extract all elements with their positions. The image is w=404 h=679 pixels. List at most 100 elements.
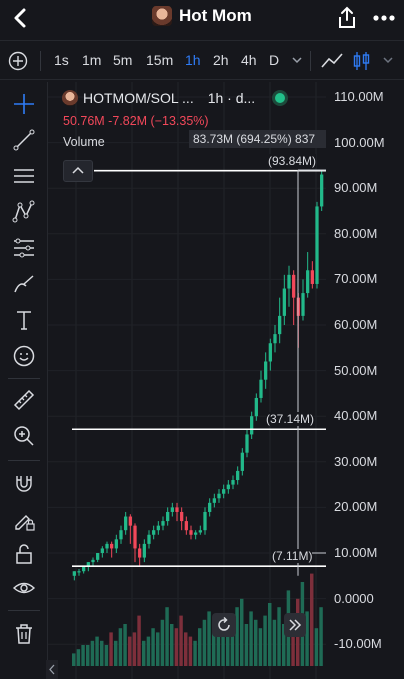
chevron-down-icon[interactable] [382, 54, 394, 66]
unlock-icon[interactable] [12, 542, 36, 566]
more-dots-icon[interactable] [372, 8, 396, 28]
volume-bar [277, 607, 281, 666]
volume-bar [221, 615, 225, 666]
price-axis-label: 100.00M [334, 134, 385, 150]
reset-chart-button[interactable] [212, 613, 236, 637]
volume-bar [207, 611, 211, 666]
tab-1s[interactable]: 1s [54, 52, 69, 68]
emoji-icon[interactable] [12, 344, 36, 368]
candle-body [156, 525, 160, 531]
add-indicator-icon[interactable] [8, 51, 28, 71]
volume-bar [128, 636, 132, 666]
candle-body [264, 361, 268, 380]
candle-body [189, 530, 193, 535]
candle-body [96, 553, 100, 560]
horizontal-lines-icon[interactable] [12, 164, 36, 188]
candle-body [72, 571, 76, 576]
volume-bar [240, 598, 244, 666]
price-axis-label: 70.00M [334, 271, 378, 287]
divider [310, 51, 311, 71]
candle-body [282, 288, 286, 316]
volume-bar [156, 632, 160, 666]
volume-bar [165, 607, 169, 666]
drawing-toolbar [0, 82, 48, 679]
volume-bar [114, 640, 118, 666]
candle-body [128, 516, 132, 526]
volume-bar [216, 624, 221, 666]
candle-body [226, 484, 230, 490]
candle-body [240, 452, 244, 471]
volume-bar [202, 619, 207, 666]
price-axis-label: 80.00M [334, 225, 378, 241]
symbol-legend[interactable]: HOTMOM/SOL ... 1h · d... [62, 90, 286, 106]
candle-body [306, 270, 310, 294]
line-chart-icon[interactable] [320, 51, 344, 71]
tab-1m[interactable]: 1m [82, 52, 102, 68]
volume-bar [310, 573, 314, 666]
tab-15m[interactable]: 15m [146, 52, 174, 68]
volume-bar [305, 611, 309, 666]
share-icon[interactable] [336, 6, 358, 30]
candle-body [250, 416, 254, 435]
volume-bar [118, 628, 123, 666]
candle-body [142, 543, 146, 558]
divider [8, 610, 40, 611]
token-avatar [152, 6, 172, 26]
scroll-to-latest-button[interactable] [284, 613, 306, 637]
pattern-icon[interactable] [12, 200, 36, 224]
tab-1h[interactable]: 1h [185, 52, 201, 68]
volume-bar [104, 645, 109, 666]
eye-icon[interactable] [12, 576, 36, 600]
magnet-icon[interactable] [12, 472, 36, 496]
title-group: Hot Mom [152, 6, 252, 26]
chevron-down-icon[interactable] [291, 54, 303, 66]
candle-body [184, 521, 188, 531]
candle-body [124, 516, 128, 531]
candle-body [198, 530, 202, 533]
volume-bar [254, 619, 258, 666]
volume-bar [137, 615, 141, 666]
volume-bar [249, 611, 253, 666]
tab-4h[interactable]: 4h [241, 52, 257, 68]
candle-body [114, 539, 118, 549]
candle-body [268, 343, 272, 362]
header-bar: Hot Mom [0, 0, 404, 38]
candle-body [278, 315, 282, 335]
tab-day[interactable]: D [269, 52, 280, 68]
chevron-left-icon[interactable] [8, 4, 34, 32]
volume-bar [291, 615, 295, 666]
price-axis-label: 30.00M [334, 453, 378, 469]
volume-bar [314, 628, 319, 666]
candle-body [166, 511, 170, 522]
price-axis-label: 0.0000 [334, 590, 374, 606]
volume-bar [188, 636, 193, 666]
candlestick-icon[interactable] [352, 50, 372, 72]
zoom-in-icon[interactable] [12, 424, 36, 448]
volume-bar [146, 636, 151, 666]
refresh-icon [218, 616, 230, 631]
price-chart[interactable] [48, 82, 404, 679]
volume-bar [244, 624, 249, 666]
collapse-legend-button[interactable] [63, 160, 93, 182]
volume-bar [198, 628, 202, 666]
trend-line-icon[interactable] [12, 128, 36, 152]
candle-body [222, 489, 226, 494]
volume-bar [170, 624, 174, 666]
brush-icon[interactable] [12, 272, 36, 296]
lock-drawing-icon[interactable] [12, 508, 36, 532]
ruler-icon[interactable] [12, 388, 36, 412]
candle-body [259, 379, 263, 398]
tab-5m[interactable]: 5m [113, 52, 133, 68]
fib-retracement-icon[interactable] [12, 236, 36, 260]
candle-body [133, 525, 137, 549]
tab-2h[interactable]: 2h [213, 52, 229, 68]
crosshair-icon[interactable] [12, 92, 36, 116]
volume-bar [226, 628, 230, 666]
candle-body [310, 270, 314, 284]
text-tool-icon[interactable] [12, 308, 36, 332]
candle-body [245, 434, 249, 453]
candle-body [273, 334, 277, 344]
collapse-toolbar-icon[interactable] [46, 660, 58, 679]
trash-icon[interactable] [12, 622, 36, 646]
price-axis-label: 40.00M [334, 408, 378, 424]
